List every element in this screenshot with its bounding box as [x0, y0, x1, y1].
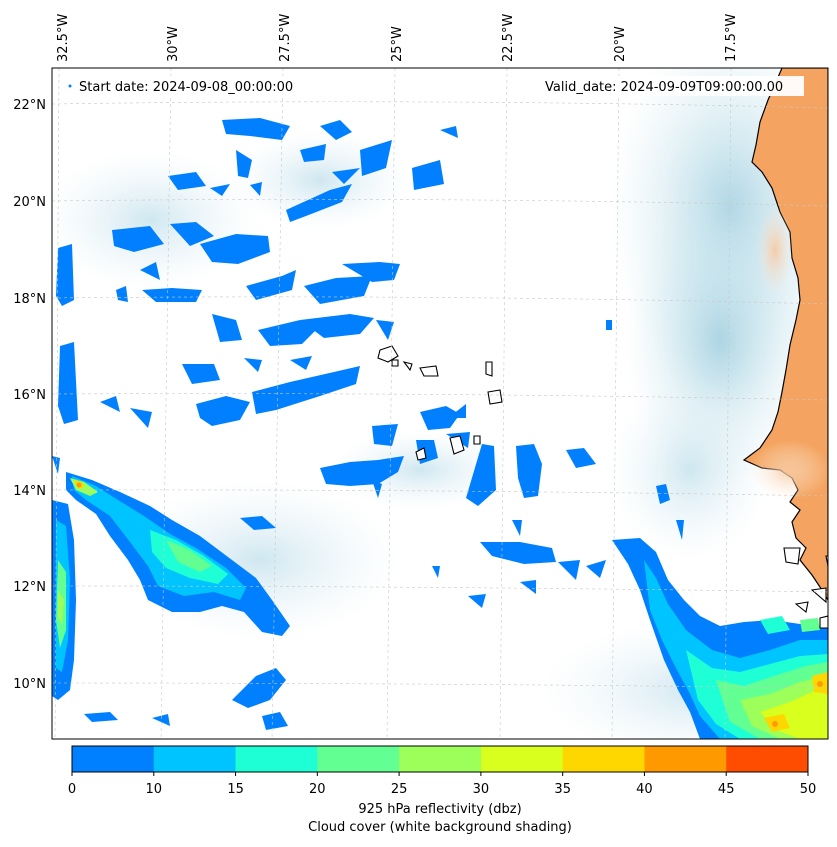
west-africa-coastline-islands — [783, 547, 828, 629]
lat-label-10n: 10°N — [13, 677, 46, 692]
lon-label-32-5w: 32.5°W — [56, 14, 71, 62]
colorbar-ticks: 0 10 15 20 25 30 35 40 45 50 — [68, 782, 816, 797]
colorbar-tick-label: 25 — [391, 782, 408, 797]
lon-label-27-5w: 27.5°W — [278, 14, 293, 62]
lon-label-20w: 20°W — [613, 26, 628, 62]
lon-label-17-5w: 17.5°W — [724, 14, 739, 62]
colorbar-swatch — [235, 746, 318, 772]
start-date-label: Start date: 2024-09-08_00:00:00 — [79, 80, 293, 95]
reflectivity-contours — [52, 118, 828, 739]
latitude-labels: 22°N 20°N 18°N 16°N 14°N 12°N 10°N — [13, 98, 46, 692]
colorbar-tick-label: 50 — [800, 782, 817, 797]
graticule-gridlines — [52, 68, 828, 739]
lon-label-22-5w: 22.5°W — [501, 14, 516, 62]
colorbar-swatch — [317, 746, 400, 772]
lat-label-22n: 22°N — [13, 98, 46, 113]
colorbar-swatch — [726, 746, 809, 772]
colorbar-tick-label: 20 — [309, 782, 326, 797]
colorbar-tick-label: 0 — [68, 782, 76, 797]
lat-label-20n: 20°N — [13, 195, 46, 210]
lat-label-14n: 14°N — [13, 484, 46, 499]
lon-label-25w: 25°W — [390, 26, 405, 62]
lon-label-30w: 30°W — [166, 26, 181, 62]
lat-label-16n: 16°N — [13, 388, 46, 403]
lat-label-18n: 18°N — [13, 292, 46, 307]
colorbar-swatch — [399, 746, 482, 772]
colorbar-tick-label: 35 — [554, 782, 571, 797]
colorbar-swatch — [480, 746, 564, 772]
colorbar-tick-label: 40 — [636, 782, 653, 797]
colorbar-tick-label: 30 — [473, 782, 490, 797]
colorbar-sublabel: Cloud cover (white background shading) — [308, 820, 572, 835]
valid-date-label: Valid_date: 2024-09-09T09:00:00.00 — [545, 80, 783, 95]
colorbar-swatch — [72, 746, 155, 772]
colorbar-label: 925 hPa reflectivity (dbz) — [358, 802, 521, 817]
colorbar-swatches — [71, 746, 809, 776]
map-panel: Start date: 2024-09-08_00:00:00 Valid_da… — [51, 67, 829, 740]
colorbar-swatch — [644, 746, 727, 772]
colorbar: 0 10 15 20 25 30 35 40 45 50 925 hPa ref… — [68, 745, 816, 835]
lat-label-12n: 12°N — [13, 580, 46, 595]
longitude-labels: 32.5°W 30°W 27.5°W 25°W 22.5°W 20°W 17.5… — [56, 14, 739, 62]
colorbar-tick-label: 15 — [227, 782, 244, 797]
colorbar-tick-label: 10 — [146, 782, 163, 797]
land-africa — [742, 68, 828, 602]
cape-verde-islands — [377, 345, 503, 461]
colorbar-swatch — [562, 746, 645, 772]
colorbar-swatch — [153, 746, 237, 772]
colorbar-tick-label: 45 — [718, 782, 735, 797]
